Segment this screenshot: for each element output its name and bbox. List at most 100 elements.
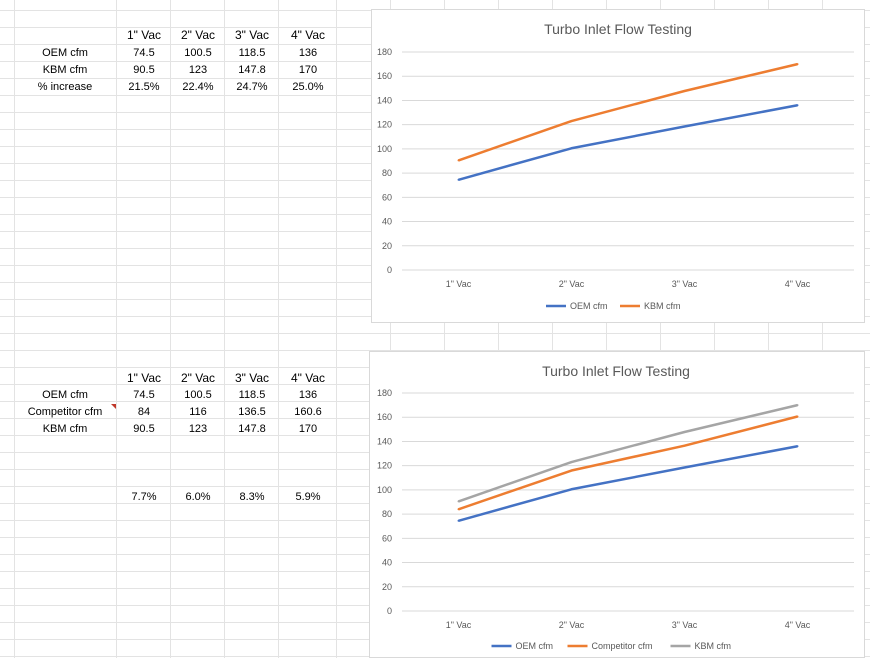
chart-bottom-series-line-2[interactable] xyxy=(458,403,798,503)
chart-bottom-ytick-label: 160 xyxy=(377,412,392,422)
chart-bottom-point[interactable] xyxy=(796,415,799,418)
chart-bottom-svg: Turbo Inlet Flow Testing 0 20 40 60 80 100 120 1… xyxy=(377,363,854,651)
chart-bottom-ytick-label: 20 xyxy=(382,582,392,592)
chart-bottom-point[interactable] xyxy=(570,469,573,472)
chart-top-ytick-label: 80 xyxy=(382,168,392,178)
chart-bottom-xtick-label: 3" Vac xyxy=(672,620,698,630)
chart-bottom-point[interactable] xyxy=(683,430,686,433)
chart-bottom-series-line-1[interactable] xyxy=(458,415,798,511)
chart-bottom-ytick-label: 60 xyxy=(382,533,392,543)
chart-bottom-point[interactable] xyxy=(796,404,799,407)
chart-top-ytick-label: 140 xyxy=(377,95,392,105)
chart-top-series-line-0[interactable] xyxy=(458,104,798,181)
chart-top-title: Turbo Inlet Flow Testing xyxy=(544,21,692,37)
chart-top-point[interactable] xyxy=(796,63,799,66)
chart-top-ytick-label: 60 xyxy=(382,192,392,202)
chart-top-series-line-1[interactable] xyxy=(458,62,798,162)
chart-top-point[interactable] xyxy=(457,159,460,162)
chart-top-point[interactable] xyxy=(570,120,573,123)
bottom-row-label-competitor[interactable]: Competitor cfm xyxy=(27,406,103,418)
chart-top-point[interactable] xyxy=(457,178,460,181)
chart-top-xtick-label: 2" Vac xyxy=(559,279,585,289)
bottom-extra-1[interactable]: 7.7% xyxy=(131,491,157,503)
chart-bottom-ytick-label: 80 xyxy=(382,509,392,519)
top-oem-4[interactable]: 136 xyxy=(298,47,318,59)
bottom-row-label-kbm[interactable]: KBM cfm xyxy=(42,423,88,435)
chart-bottom-point[interactable] xyxy=(570,488,573,491)
top-increase-3[interactable]: 24.7% xyxy=(236,81,268,93)
chart-top-xtick-label: 4" Vac xyxy=(785,279,811,289)
chart-top-ytick-label: 180 xyxy=(377,47,392,57)
bottom-header-4[interactable]: 4" Vac xyxy=(290,371,326,385)
chart-bottom-ytick-label: 0 xyxy=(387,606,392,616)
bottom-competitor-2[interactable]: 116 xyxy=(189,406,207,418)
bottom-row-label-oem[interactable]: OEM cfm xyxy=(42,389,88,401)
bottom-extra-3[interactable]: 8.3% xyxy=(239,491,265,503)
chart-bottom-point[interactable] xyxy=(457,519,460,522)
bottom-kbm-4[interactable]: 170 xyxy=(298,423,318,435)
top-kbm-2[interactable]: 123 xyxy=(188,64,208,76)
top-increase-1[interactable]: 21.5% xyxy=(128,81,160,93)
chart-bottom-legend-label: KBM cfm xyxy=(695,641,732,651)
bottom-extra-2[interactable]: 6.0% xyxy=(185,491,211,503)
chart-top-xtick-label: 1" Vac xyxy=(446,279,472,289)
chart-bottom-series-line-0[interactable] xyxy=(458,445,798,522)
top-row-label-increase[interactable]: % increase xyxy=(37,81,93,93)
top-row-label-oem[interactable]: OEM cfm xyxy=(42,47,88,59)
chart-bottom-xtick-label: 1" Vac xyxy=(446,620,472,630)
chart-top-xtick-label: 3" Vac xyxy=(672,279,698,289)
bottom-kbm-3[interactable]: 147.8 xyxy=(238,423,266,435)
chart-top-point[interactable] xyxy=(796,104,799,107)
chart-top-point[interactable] xyxy=(570,147,573,150)
chart-top-ytick-label: 40 xyxy=(382,217,392,227)
chart-top-ytick-label: 100 xyxy=(377,144,392,154)
top-kbm-1[interactable]: 90.5 xyxy=(133,64,155,76)
top-row-label-kbm[interactable]: KBM cfm xyxy=(42,64,88,76)
top-header-4[interactable]: 4" Vac xyxy=(290,28,326,42)
bottom-kbm-1[interactable]: 90.5 xyxy=(133,423,155,435)
top-header-2[interactable]: 2" Vac xyxy=(180,28,216,42)
top-header-3[interactable]: 3" Vac xyxy=(234,28,270,42)
bottom-extra-4[interactable]: 5.9% xyxy=(295,491,321,503)
chart-bottom-point[interactable] xyxy=(796,445,799,448)
chart-bottom[interactable]: Turbo Inlet Flow Testing 0 20 40 60 80 100 120 1… xyxy=(369,351,865,658)
chart-bottom-point[interactable] xyxy=(457,500,460,503)
top-oem-2[interactable]: 100.5 xyxy=(184,47,212,59)
chart-bottom-ytick-label: 180 xyxy=(377,388,392,398)
chart-bottom-xtick-label: 4" Vac xyxy=(785,620,811,630)
top-kbm-3[interactable]: 147.8 xyxy=(238,64,266,76)
bottom-competitor-3[interactable]: 136.5 xyxy=(238,406,266,418)
chart-top[interactable]: Turbo Inlet Flow Testing 0 20 40 60 80 100 120 1… xyxy=(371,9,865,323)
bottom-competitor-4[interactable]: 160.6 xyxy=(294,406,322,418)
chart-top-point[interactable] xyxy=(683,89,686,92)
bottom-oem-4[interactable]: 136 xyxy=(298,389,318,401)
chart-bottom-point[interactable] xyxy=(683,466,686,469)
bottom-competitor-1[interactable]: 84 xyxy=(137,406,151,418)
chart-top-point[interactable] xyxy=(683,125,686,128)
chart-bottom-point[interactable] xyxy=(683,444,686,447)
chart-bottom-point[interactable] xyxy=(457,508,460,511)
chart-bottom-ytick-label: 120 xyxy=(377,461,392,471)
bottom-oem-3[interactable]: 118.5 xyxy=(238,389,266,401)
top-oem-3[interactable]: 118.5 xyxy=(238,47,266,59)
chart-bottom-ytick-label: 40 xyxy=(382,558,392,568)
chart-top-ytick-label: 20 xyxy=(382,241,392,251)
bottom-header-1[interactable]: 1" Vac xyxy=(126,371,162,385)
chart-top-svg: Turbo Inlet Flow Testing 0 20 40 60 80 100 120 1… xyxy=(377,21,854,311)
bottom-oem-2[interactable]: 100.5 xyxy=(184,389,212,401)
chart-bottom-legend-label: Competitor cfm xyxy=(592,641,653,651)
top-header-1[interactable]: 1" Vac xyxy=(126,28,162,42)
chart-bottom-ytick-label: 100 xyxy=(377,485,392,495)
chart-bottom-title: Turbo Inlet Flow Testing xyxy=(542,363,690,379)
comment-indicator-icon[interactable] xyxy=(111,404,116,409)
bottom-kbm-2[interactable]: 123 xyxy=(188,423,208,435)
top-increase-2[interactable]: 22.4% xyxy=(182,81,214,93)
bottom-oem-1[interactable]: 74.5 xyxy=(133,389,155,401)
top-oem-1[interactable]: 74.5 xyxy=(133,47,155,59)
chart-bottom-point[interactable] xyxy=(570,461,573,464)
bottom-header-2[interactable]: 2" Vac xyxy=(180,371,216,385)
top-increase-4[interactable]: 25.0% xyxy=(292,81,324,93)
bottom-header-3[interactable]: 3" Vac xyxy=(234,371,270,385)
top-kbm-4[interactable]: 170 xyxy=(298,64,318,76)
chart-bottom-xtick-label: 2" Vac xyxy=(559,620,585,630)
